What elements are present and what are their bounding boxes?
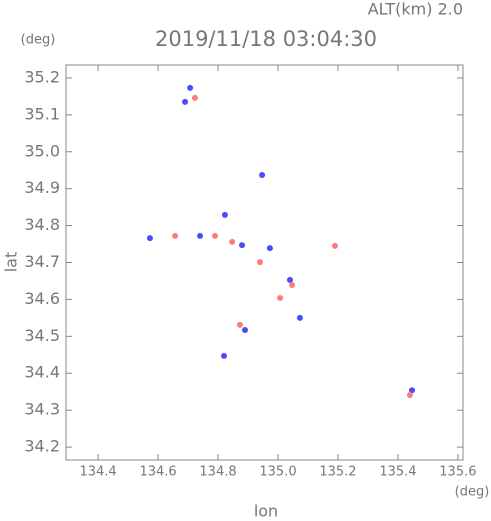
y-tick-label: 35.1 <box>24 104 60 123</box>
point <box>182 98 189 105</box>
y-tick-label: 35.2 <box>24 67 60 86</box>
y-tick-label: 34.4 <box>24 363 60 382</box>
point <box>172 232 179 239</box>
y-axis-label: lat <box>2 252 21 273</box>
point <box>191 94 198 101</box>
plot-frame <box>65 64 464 461</box>
x-unit: (deg) <box>455 485 490 500</box>
y-tick-label: 34.9 <box>24 178 60 197</box>
point <box>221 352 228 359</box>
point <box>331 242 338 249</box>
chart-subtitle: ALT(km) 2.0 <box>368 0 463 19</box>
y-tick-label: 34.7 <box>24 252 60 271</box>
point <box>286 276 293 283</box>
x-tick-label: 134.4 <box>79 465 116 480</box>
x-axis-label: lon <box>254 502 278 521</box>
point <box>197 232 204 239</box>
y-tick-label: 35.0 <box>24 141 60 160</box>
point <box>296 314 303 321</box>
point <box>406 392 413 399</box>
point <box>146 235 153 242</box>
x-tick-label: 134.6 <box>139 465 176 480</box>
point <box>259 172 266 179</box>
point <box>266 245 273 252</box>
point <box>239 242 246 249</box>
y-tick-label: 34.2 <box>24 437 60 456</box>
y-tick-label: 34.6 <box>24 289 60 308</box>
x-tick-label: 135.6 <box>439 465 476 480</box>
point <box>289 282 296 289</box>
point <box>236 321 243 328</box>
point <box>409 387 416 394</box>
y-tick-label: 34.3 <box>24 400 60 419</box>
y-unit: (deg) <box>21 33 56 48</box>
point <box>212 232 219 239</box>
point <box>187 84 194 91</box>
y-tick-label: 34.8 <box>24 215 60 234</box>
point <box>221 211 228 218</box>
point <box>242 327 249 334</box>
point <box>277 294 284 301</box>
x-tick-label: 135.2 <box>319 465 356 480</box>
x-tick-label: 135.4 <box>379 465 416 480</box>
y-tick-label: 34.5 <box>24 326 60 345</box>
point <box>229 238 236 245</box>
chart-title: 2019/11/18 03:04:30 <box>155 27 377 51</box>
point <box>257 259 264 266</box>
x-tick-label: 134.8 <box>199 465 236 480</box>
x-tick-label: 135.0 <box>259 465 296 480</box>
